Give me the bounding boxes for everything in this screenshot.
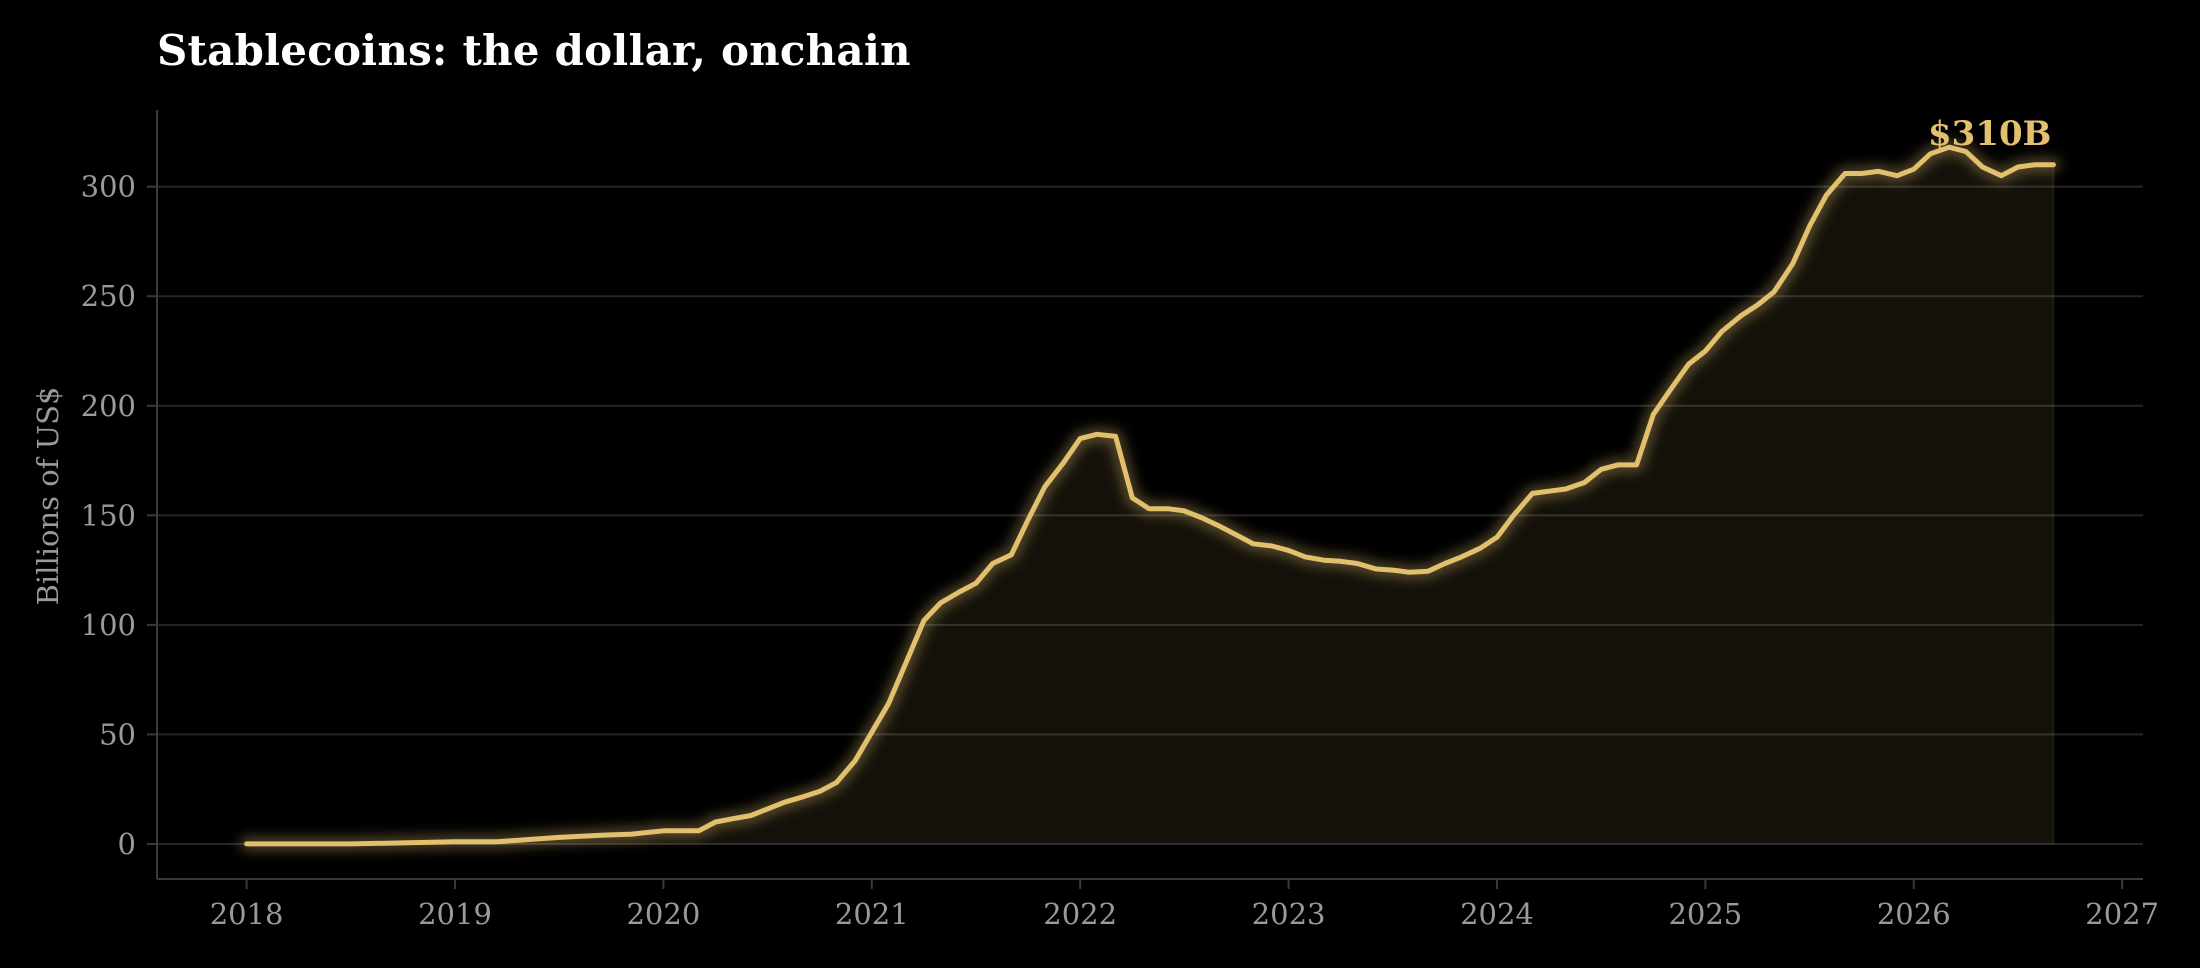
chart-title: Stablecoins: the dollar, onchain [157,26,911,75]
x-tick-label: 2025 [1668,897,1742,931]
axes [147,110,2143,889]
area-layer [246,147,2055,844]
y-tick-label: 250 [81,279,136,313]
y-axis-title: Billions of US$ [31,387,65,606]
x-tick-label: 2019 [418,897,492,931]
series-line [244,144,2056,847]
x-tick-label: 2026 [1877,897,1951,931]
y-tick-label: 150 [81,498,136,532]
x-tick-label: 2024 [1460,897,1534,931]
x-tick-label: 2023 [1252,897,1326,931]
y-tick-label: 200 [81,389,136,423]
x-tick-label: 2018 [210,897,284,931]
x-tick-label: 2021 [835,897,909,931]
line-layer [239,140,2061,851]
x-tick-label: 2022 [1043,897,1117,931]
y-tick-label: 50 [99,717,136,751]
x-tick-label: 2027 [2085,897,2159,931]
end-value-label: $310B [1928,114,2051,154]
x-tick-label: 2020 [626,897,700,931]
y-tick-label: 300 [81,170,136,204]
y-tick-label: 0 [118,827,136,861]
series-area-fill [246,147,2054,844]
label-layer: 0 50 100 150 200 250 300 2018 2019 2020 2021 2022 20… [81,114,2159,931]
y-tick-label: 100 [81,608,136,642]
